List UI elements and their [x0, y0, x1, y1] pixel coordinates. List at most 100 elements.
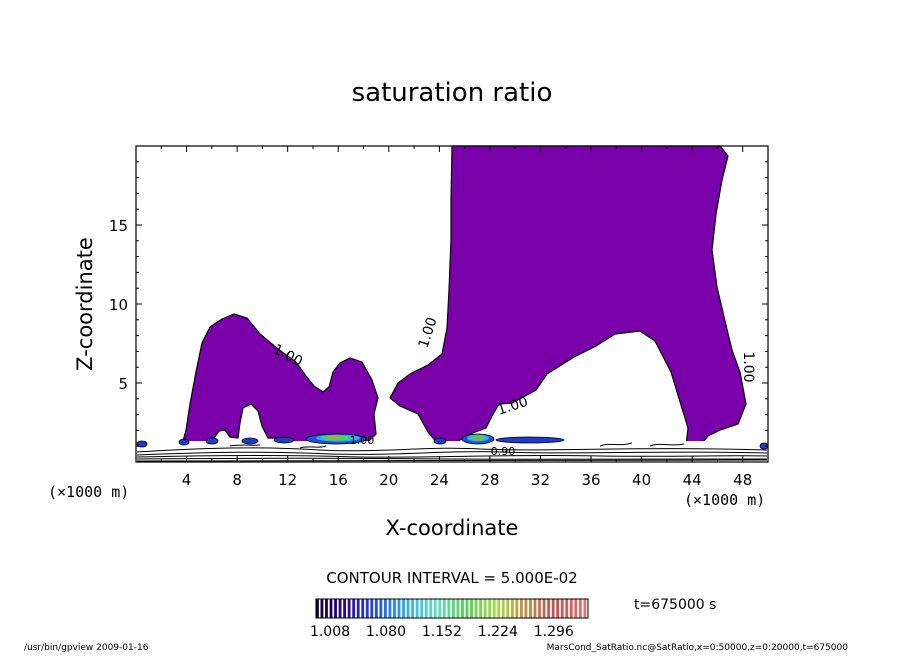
small-blob: [178, 438, 190, 446]
colorbar-strip: [488, 599, 492, 618]
footer-left: /usr/bin/gpview 2009-01-16: [24, 643, 149, 653]
x-tick-label: 20: [379, 471, 398, 489]
x-tick-label: 28: [480, 471, 499, 489]
x-tick-label: 44: [683, 471, 702, 489]
colorbar-strip: [533, 599, 537, 618]
supersat-band-core: [328, 436, 340, 440]
colorbar-frame: [315, 598, 589, 619]
contour-line: [136, 457, 768, 460]
colorbar-strip: [470, 599, 473, 618]
colorbar-strip: [447, 599, 451, 618]
colorbar-strip: [461, 599, 464, 618]
contour-line: [136, 454, 768, 458]
small-blob: [433, 437, 447, 445]
colorbar-strip: [370, 599, 374, 618]
colorbar-strip: [352, 599, 356, 618]
colorbar-strip: [320, 599, 324, 618]
x-tick-label: 8: [232, 471, 242, 489]
y-axis: 5 10 15: [109, 161, 768, 447]
colorbar-tick-label: 1.152: [422, 624, 462, 640]
small-blob: [136, 440, 148, 448]
colorbar-strip: [479, 599, 483, 618]
colorbar-strip: [433, 599, 437, 618]
colorbar-strip: [501, 599, 505, 618]
colorbar-strip: [316, 599, 319, 618]
contour-line: [136, 447, 768, 453]
colorbar-strip: [379, 599, 383, 618]
contour-label: 1.00: [350, 434, 375, 447]
contour-label: 1.00: [740, 351, 756, 382]
colorbar-strip: [329, 599, 333, 618]
colorbar-strip: [569, 599, 573, 618]
colorbar: 1.008 1.080 1.152 1.224 1.296: [310, 598, 589, 640]
y-tick-label: 5: [118, 375, 128, 393]
colorbar-strip: [520, 599, 523, 618]
colorbar-strip: [397, 599, 401, 618]
y-tick-label: 10: [109, 296, 128, 314]
colorbar-strip: [578, 599, 582, 618]
y-axis-label: Z-coordinate: [73, 237, 97, 371]
x-tick-label: 4: [182, 471, 192, 489]
colorbar-strip: [393, 599, 396, 618]
x-tick-label: 32: [531, 471, 550, 489]
colorbar-tick-label: 1.296: [534, 624, 574, 640]
colorbar-strip: [374, 599, 378, 618]
colorbar-strip: [402, 599, 405, 618]
x-tick-label: 16: [329, 471, 348, 489]
x-tick-label: 40: [632, 471, 651, 489]
colorbar-strip: [429, 599, 433, 618]
x-tick-label: 36: [581, 471, 600, 489]
colorbar-strip: [465, 599, 469, 618]
colorbar-strip: [542, 599, 546, 618]
colorbar-strip: [356, 599, 360, 618]
y-tick-label: 15: [109, 217, 128, 235]
colorbar-strip: [510, 599, 514, 618]
small-blob: [241, 437, 259, 445]
colorbar-strip: [538, 599, 541, 618]
saturation-region-right: [389, 145, 747, 454]
colorbar-strip: [438, 599, 442, 618]
contour-line: [136, 451, 768, 456]
contour-line: [229, 442, 685, 449]
colorbar-tick-label: 1.080: [366, 624, 406, 640]
x-axis-label: X-coordinate: [386, 516, 519, 540]
x-unit-left: (×1000 m): [48, 483, 129, 501]
footer-right: MarsCond_SatRatio.nc@SatRatio,x=0:50000,…: [547, 643, 849, 653]
colorbar-strip: [361, 599, 365, 618]
colorbar-strip: [583, 599, 587, 618]
colorbar-strip: [547, 599, 551, 618]
colorbar-strip: [338, 599, 342, 618]
colorbar-strip: [551, 599, 555, 618]
colorbar-strip: [529, 599, 532, 618]
x-tick-label: 24: [430, 471, 449, 489]
x-tick-label: 48: [733, 471, 752, 489]
colorbar-strip: [424, 599, 428, 618]
x-unit-right: (×1000 m): [684, 491, 765, 509]
supersat-band-core: [475, 436, 481, 440]
saturation-region-left: [182, 313, 379, 447]
colorbar-strip: [406, 599, 410, 618]
x-tick-label: 12: [278, 471, 297, 489]
colorbar-strip: [452, 599, 455, 618]
colorbar-strip: [560, 599, 564, 618]
colorbar-tick-label: 1.224: [478, 624, 518, 640]
colorbar-strip: [420, 599, 424, 618]
colorbar-strip: [565, 599, 569, 618]
x-axis: 4 8 12 16 20 24 28 32 36 40 44 48: [160, 146, 752, 489]
colorbar-strip: [497, 599, 501, 618]
colorbar-strip: [411, 599, 415, 618]
colorbar-strip: [492, 599, 496, 618]
colorbar-strip: [388, 599, 392, 618]
colorbar-strip: [556, 599, 560, 618]
colorbar-tick-label: 1.008: [310, 624, 350, 640]
surface-contours: [136, 442, 768, 462]
colorbar-strip: [347, 599, 351, 618]
colorbar-strip: [325, 599, 328, 618]
colorbar-strip: [384, 599, 387, 618]
colorbar-strip: [506, 599, 510, 618]
colorbar-strip: [574, 599, 578, 618]
colorbar-ticks: 1.008 1.080 1.152 1.224 1.296: [310, 624, 574, 640]
colorbar-strip: [524, 599, 528, 618]
colorbar-strip: [334, 599, 337, 618]
colorbar-strip: [442, 599, 446, 618]
